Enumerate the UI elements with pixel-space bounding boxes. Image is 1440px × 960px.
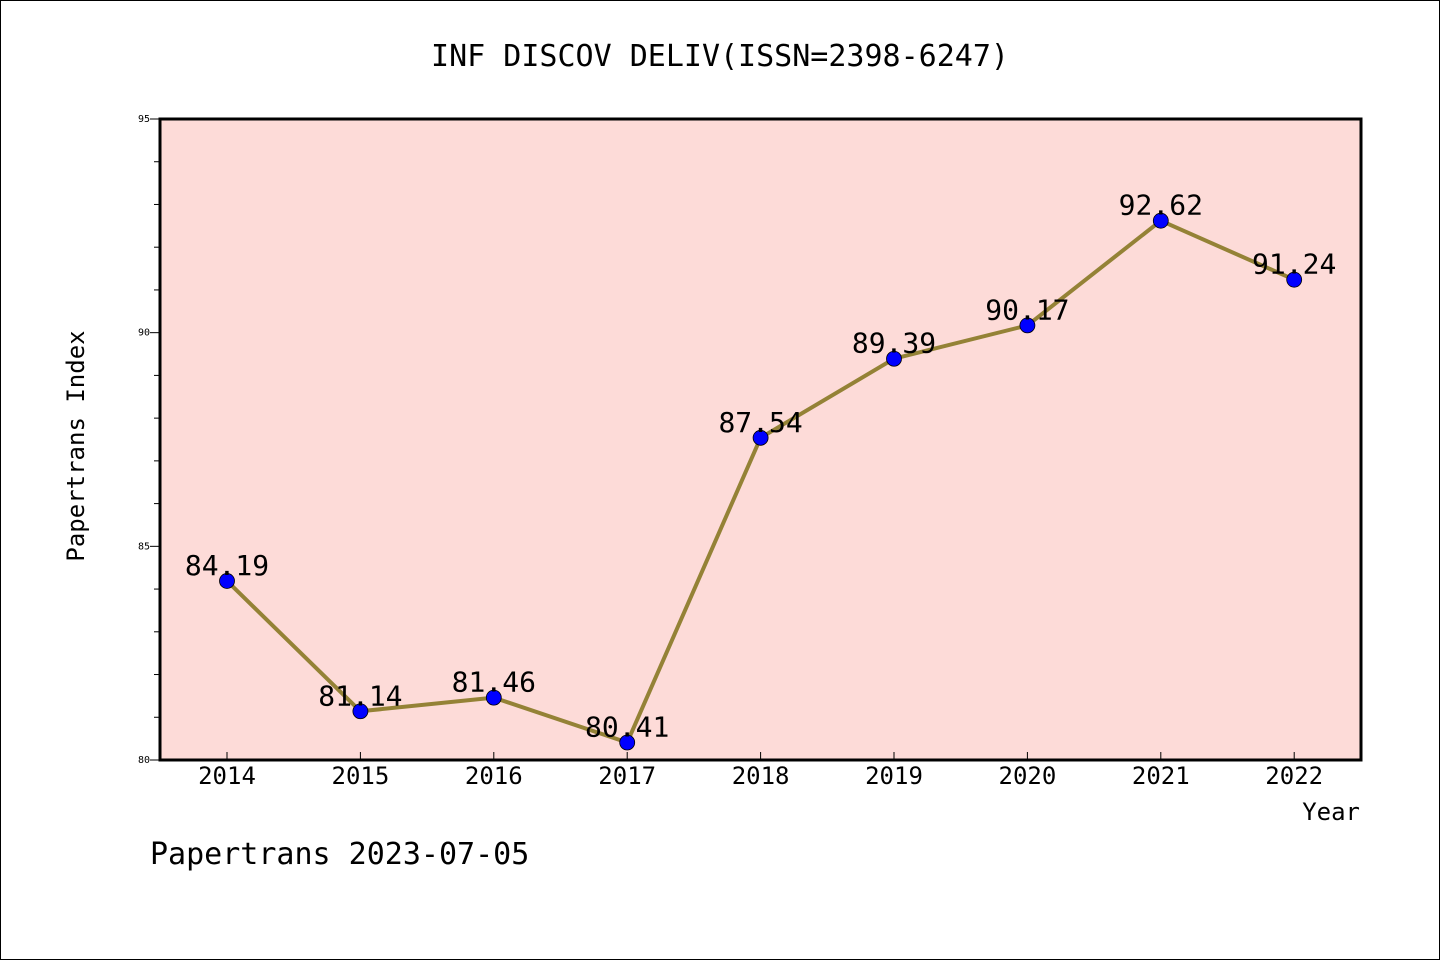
data-label: 84.19 bbox=[185, 549, 269, 582]
y-axis-label: Papertrans Index bbox=[62, 330, 90, 561]
data-label: 81.14 bbox=[318, 679, 402, 712]
data-label: 90.17 bbox=[985, 293, 1069, 326]
data-label: 81.46 bbox=[452, 666, 536, 699]
x-axis: 2014 2015 2016 2017 2018 2019 2020 2021 2022 bbox=[198, 752, 1323, 790]
data-point bbox=[752, 429, 769, 446]
data-point bbox=[619, 734, 636, 751]
data-point bbox=[1152, 212, 1169, 229]
x-tick-label: 2014 bbox=[198, 762, 256, 790]
y-tick-label: 95 bbox=[138, 114, 150, 125]
y-tick-label: 85 bbox=[138, 541, 150, 552]
x-tick-label: 2020 bbox=[999, 762, 1057, 790]
data-label: 87.54 bbox=[718, 406, 802, 439]
series-layer bbox=[219, 212, 1303, 751]
data-point bbox=[219, 573, 235, 589]
data-point bbox=[352, 703, 369, 720]
chart-title: INF DISCOV DELIV(ISSN=2398-6247) bbox=[431, 39, 1009, 74]
data-point bbox=[485, 689, 502, 706]
footer-credit: Papertrans 2023-07-05 bbox=[150, 837, 529, 872]
x-tick-label: 2019 bbox=[865, 762, 923, 790]
data-labels: 84.19 81.14 81.46 80.41 87.54 89.39 90.17 92.62… bbox=[185, 189, 1336, 744]
x-tick-label: 2017 bbox=[598, 762, 656, 790]
y-axis: 80 85 90 95 bbox=[138, 114, 160, 766]
data-label: 92.62 bbox=[1119, 189, 1203, 222]
data-point bbox=[886, 350, 902, 367]
data-label: 80.41 bbox=[585, 710, 669, 743]
data-label: 89.39 bbox=[852, 327, 936, 360]
y-tick-label: 80 bbox=[138, 755, 150, 766]
x-tick-label: 2015 bbox=[332, 762, 390, 790]
data-point bbox=[1286, 271, 1303, 288]
data-point bbox=[1019, 317, 1036, 334]
x-tick-label: 2016 bbox=[465, 762, 523, 790]
data-label: 91.24 bbox=[1252, 248, 1336, 281]
x-tick-label: 2018 bbox=[732, 762, 790, 790]
x-axis-label: Year bbox=[1302, 798, 1360, 826]
x-tick-label: 2022 bbox=[1265, 762, 1323, 790]
x-tick-label: 2021 bbox=[1132, 762, 1190, 790]
y-tick-label: 90 bbox=[138, 328, 150, 339]
